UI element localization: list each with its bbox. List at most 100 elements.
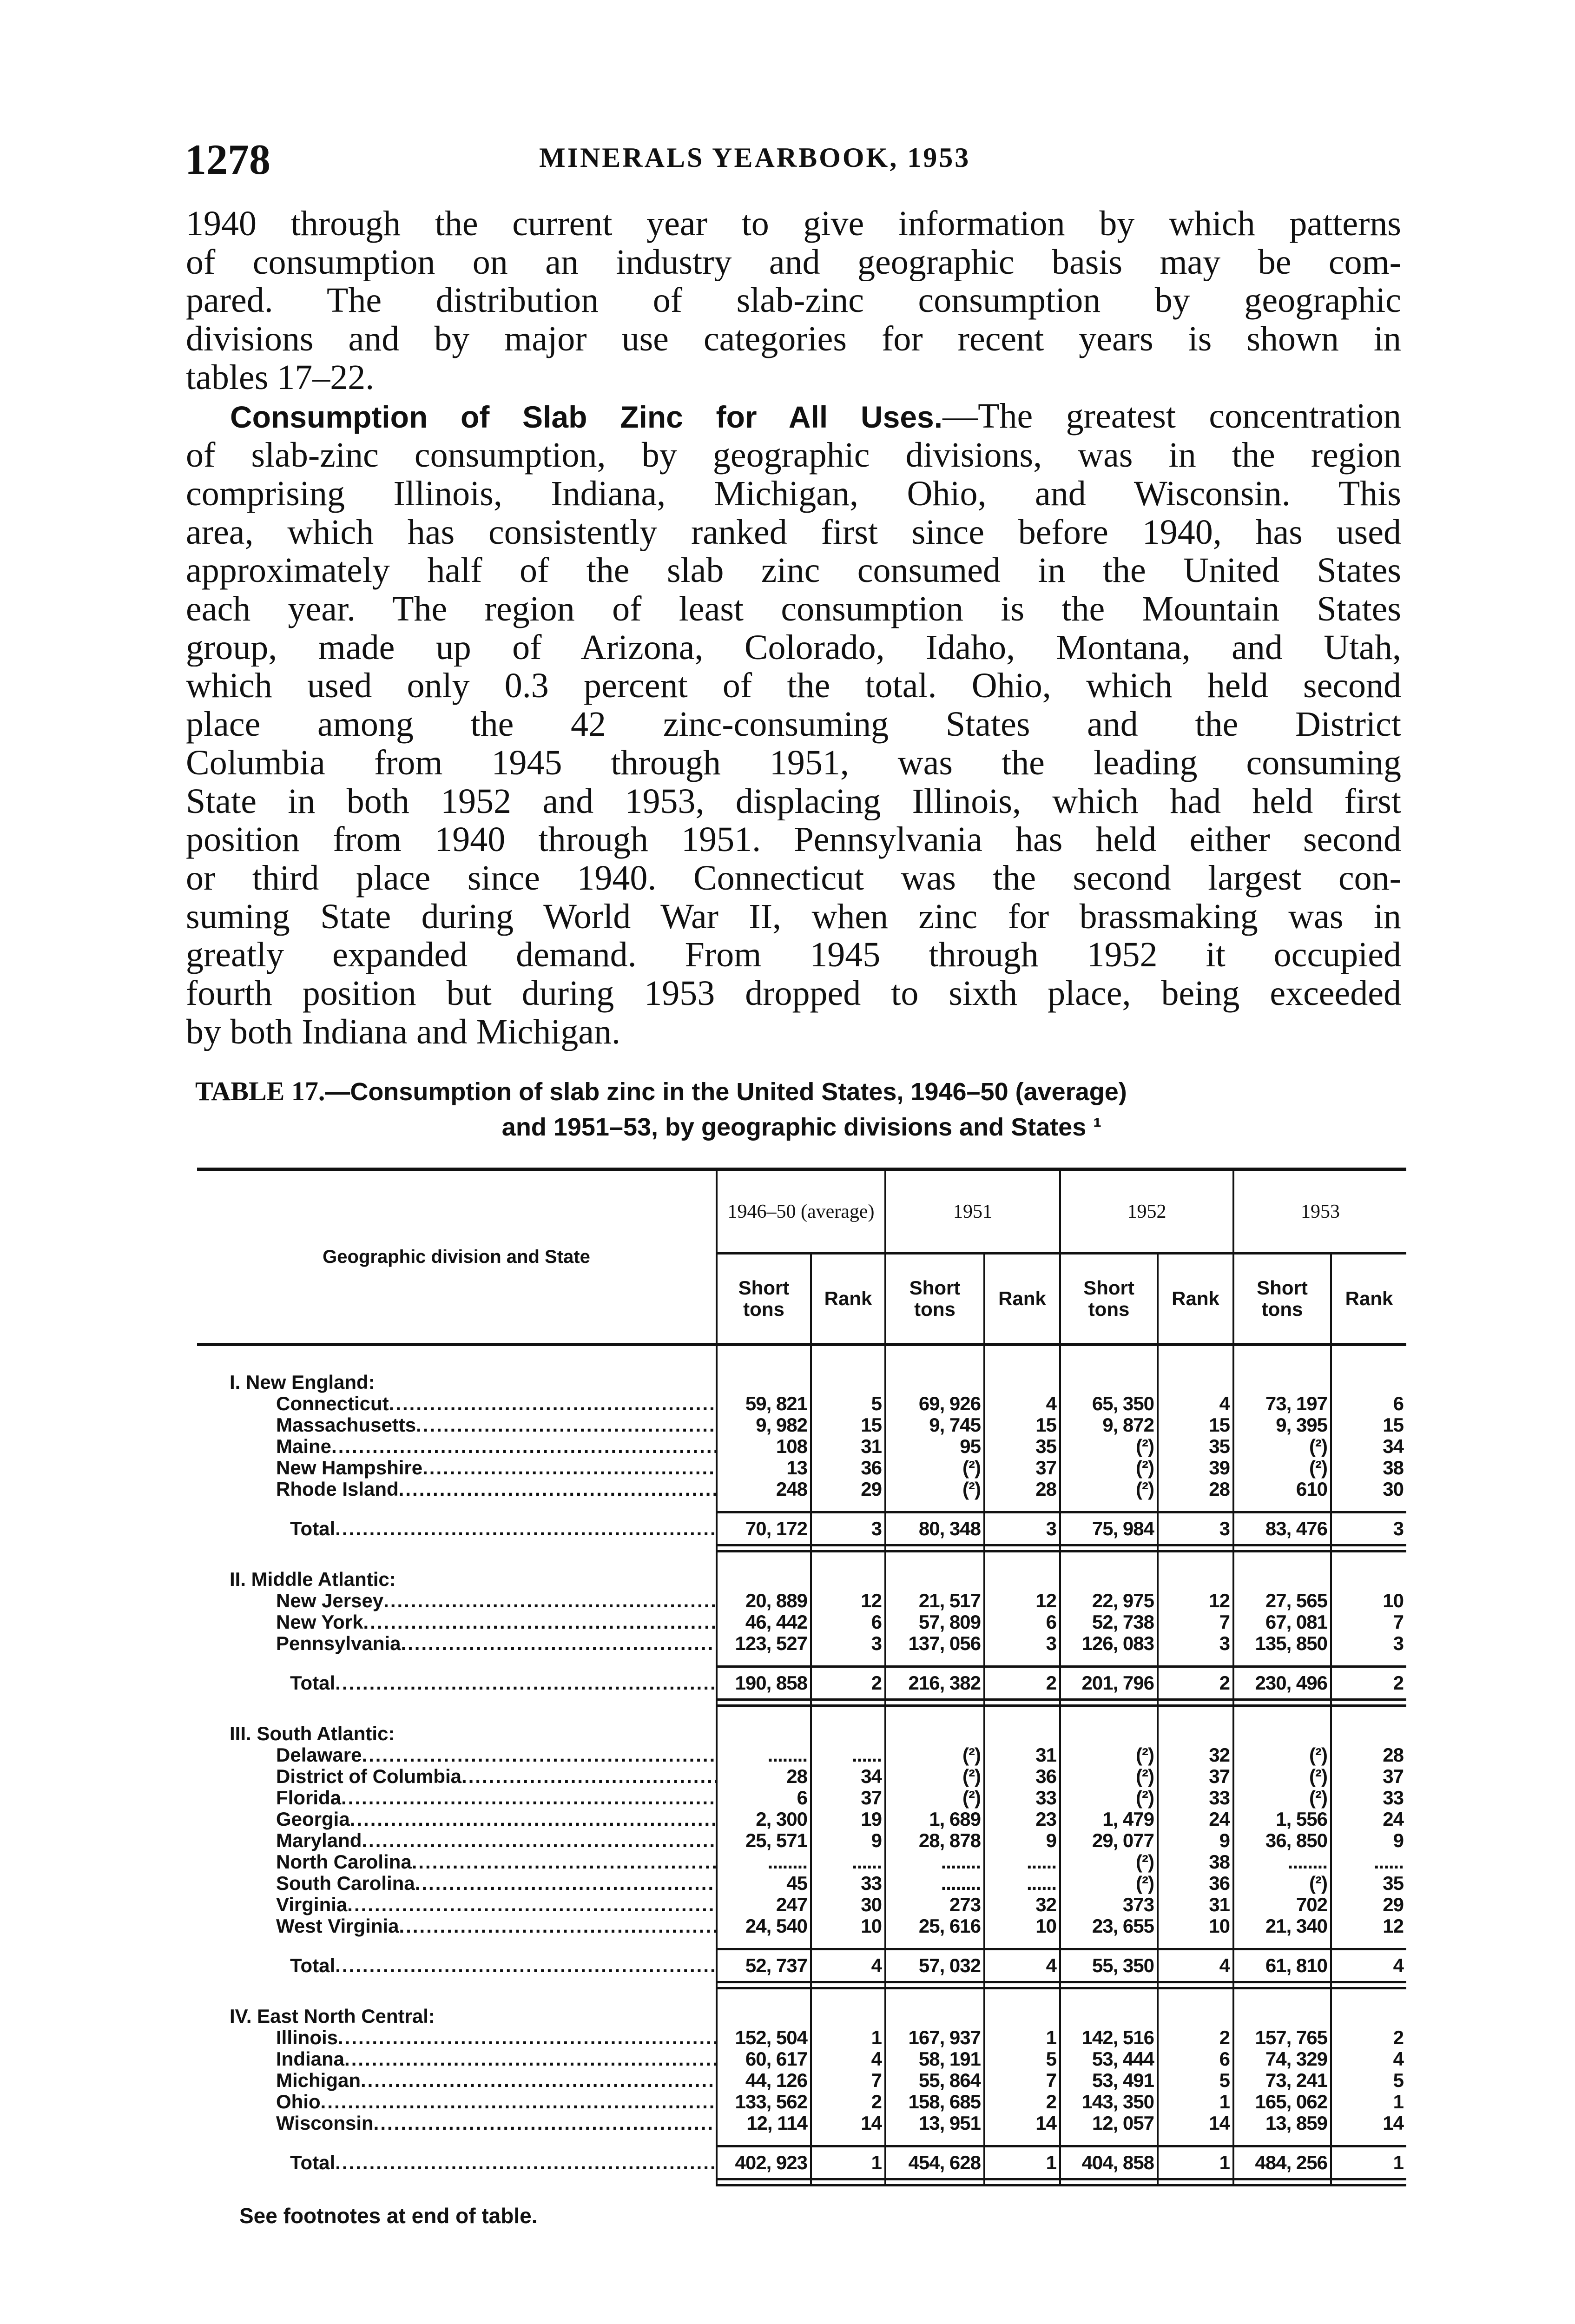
short-tons-cell: 143, 350 (1059, 2091, 1158, 2113)
division-row: I. New England: (197, 1372, 1406, 1393)
spacer-cell (197, 1654, 717, 1667)
text-line: comprising Illinois, Indiana, Michigan, … (186, 474, 1401, 513)
spacer-cell (1157, 1500, 1233, 1513)
text-line: place among the 42 zinc-consuming States… (186, 705, 1401, 744)
spacer-cell (1059, 2134, 1158, 2147)
spacer-cell (1232, 1500, 1331, 1513)
rank-cell: 2 (1157, 1672, 1233, 1694)
rank-cell: 2 (1330, 1672, 1406, 1694)
spacer-cell (1330, 1544, 1406, 1552)
spacer-cell (1330, 2006, 1406, 2027)
label-cell: Total (197, 1672, 717, 1694)
spacer-cell (1059, 1705, 1158, 1723)
rank-cell: 36 (810, 1457, 885, 1479)
spacer-cell (983, 1539, 1060, 1545)
spacer-cell (1059, 1539, 1158, 1545)
rank-cell: 3 (983, 1518, 1060, 1539)
rank-cell: 6 (983, 1611, 1060, 1633)
spacer-cell (983, 2134, 1060, 2147)
spacer-cell (884, 2173, 984, 2179)
spacer-cell (197, 1988, 717, 2006)
spacer-cell (1157, 1981, 1233, 1989)
rank-cell: 33 (1330, 1787, 1406, 1809)
row-label: South Carolina (276, 1873, 717, 1894)
text-line: position from 1940 through 1951. Pennsyl… (186, 820, 1401, 859)
rank-cell: 33 (810, 1873, 885, 1894)
spacer-cell (1232, 1981, 1331, 1989)
short-tons-cell: 36, 850 (1232, 1830, 1331, 1851)
spacer-row (197, 1666, 1406, 1673)
short-tons-cell: (²) (884, 1787, 984, 1809)
text-line: approximately half of the slab zinc cons… (186, 551, 1401, 590)
label-cell: Indiana (197, 2048, 717, 2070)
table-caption: TABLE 17.—Consumption of slab zinc in th… (195, 1074, 1408, 1145)
spacer-cell (1232, 1512, 1331, 1518)
spacer-cell (810, 2006, 885, 2027)
spacer-cell (810, 1372, 885, 1393)
spacer-cell (1157, 1694, 1233, 1700)
spacer-cell (197, 1700, 717, 1706)
spacer-cell (884, 1937, 984, 1950)
table-row: New Hampshire1336(²)37(²)39(²)38 (197, 1457, 1406, 1479)
rank-cell: 12 (1330, 1915, 1406, 1937)
text-line: tables 17–22. (186, 358, 375, 397)
short-tons-header: Short tons (1059, 1253, 1158, 1346)
spacer-cell (1059, 1544, 1158, 1552)
short-tons-cell: 20, 889 (716, 1590, 811, 1611)
spacer-cell (1330, 1949, 1406, 1955)
rank-cell: 14 (1330, 2113, 1406, 2134)
spacer-cell (197, 1667, 717, 1673)
short-tons-cell: 2, 300 (716, 1809, 811, 1830)
short-tons-cell: (²) (1059, 1851, 1158, 1873)
division-heading: I. New England: (230, 1372, 375, 1393)
spacer-cell (810, 1949, 885, 1955)
short-tons-cell: 65, 350 (1059, 1393, 1158, 1414)
division-row: III. South Atlantic: (197, 1723, 1406, 1744)
rank-cell: 35 (983, 1436, 1060, 1457)
spacer-cell (1232, 1698, 1331, 1707)
spacer-cell (983, 1551, 1060, 1569)
label-cell: Pennsylvania (197, 1633, 717, 1654)
spacer-cell (716, 1723, 811, 1744)
spacer-cell (1232, 1544, 1331, 1552)
text-line: Columbia from 1945 through 1951, was the… (186, 743, 1401, 782)
body-text: 1940 through the current year to give in… (186, 205, 1401, 1051)
spacer-cell (884, 1666, 984, 1672)
spacer-cell (1059, 1512, 1158, 1518)
spacer-cell (1232, 1569, 1331, 1590)
spacer-cell (716, 1937, 811, 1950)
text-line: greatly expanded demand. From 1945 throu… (186, 936, 1401, 975)
spacer-cell (1330, 1976, 1406, 1982)
spacer-cell (983, 1544, 1060, 1552)
spacer-cell (884, 1723, 984, 1744)
row-label: Total (290, 1518, 717, 1539)
caption-line-1: —Consumption of slab zinc in the United … (325, 1078, 1127, 1106)
division-heading: III. South Atlantic: (230, 1723, 395, 1744)
spacer-cell (1157, 1976, 1233, 1982)
spacer-cell (716, 1976, 811, 1982)
short-tons-cell: 28, 878 (884, 1830, 984, 1851)
rank-cell: 1 (1330, 2091, 1406, 2113)
row-label: Maryland (276, 1830, 717, 1851)
short-tons-cell: (²) (1059, 1457, 1158, 1479)
short-tons-cell: 69, 926 (884, 1393, 984, 1414)
rank-cell: 36 (1157, 1873, 1233, 1894)
spacer-cell (197, 1976, 717, 1982)
short-tons-cell: 75, 984 (1059, 1518, 1158, 1539)
spacer-cell (1059, 1988, 1158, 2006)
spacer-cell (197, 2173, 717, 2179)
spacer-cell (884, 1372, 984, 1393)
rank-cell: 3 (1157, 1518, 1233, 1539)
row-label: Florida (276, 1787, 717, 1809)
rank-cell: 15 (983, 1414, 1060, 1436)
spacer-cell (1330, 1512, 1406, 1518)
spacer-cell (1157, 1705, 1233, 1723)
spacer-row (197, 1512, 1406, 1518)
short-tons-cell: 201, 796 (1059, 1672, 1158, 1694)
